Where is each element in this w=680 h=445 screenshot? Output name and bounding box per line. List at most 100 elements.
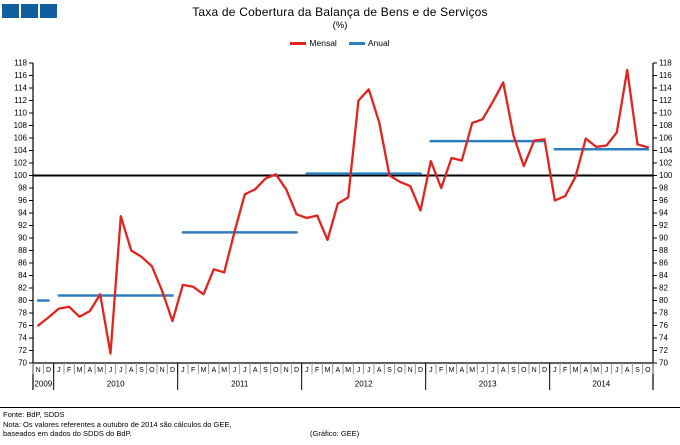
svg-text:A: A xyxy=(459,367,464,374)
svg-text:2013: 2013 xyxy=(479,380,497,389)
svg-text:98: 98 xyxy=(18,184,27,193)
svg-text:D: D xyxy=(294,367,299,374)
svg-text:114: 114 xyxy=(14,84,27,93)
svg-text:2012: 2012 xyxy=(355,380,373,389)
svg-text:D: D xyxy=(170,367,175,374)
svg-text:J: J xyxy=(605,367,609,374)
svg-text:A: A xyxy=(377,367,382,374)
svg-text:100: 100 xyxy=(14,171,28,180)
svg-text:M: M xyxy=(201,367,207,374)
svg-text:92: 92 xyxy=(18,221,27,230)
logo-square-icon xyxy=(40,4,57,18)
svg-text:104: 104 xyxy=(14,146,28,155)
chart-legend: Mensal Anual xyxy=(0,38,680,48)
svg-text:A: A xyxy=(129,367,134,374)
mensal-line-swatch-icon xyxy=(290,41,307,45)
svg-text:J: J xyxy=(553,367,557,374)
svg-text:70: 70 xyxy=(659,359,668,368)
svg-text:J: J xyxy=(367,367,371,374)
svg-text:104: 104 xyxy=(659,146,673,155)
note-line-2: baseados em dados do SDDS do BdP. xyxy=(3,429,132,438)
svg-text:92: 92 xyxy=(659,221,668,230)
svg-text:78: 78 xyxy=(659,309,668,318)
svg-text:M: M xyxy=(325,367,331,374)
svg-text:F: F xyxy=(315,367,319,374)
svg-text:2009: 2009 xyxy=(34,380,52,389)
svg-text:J: J xyxy=(119,367,123,374)
svg-text:74: 74 xyxy=(659,334,668,343)
svg-text:94: 94 xyxy=(18,209,27,218)
svg-text:J: J xyxy=(233,367,237,374)
svg-text:J: J xyxy=(305,367,309,374)
logo-squares xyxy=(2,4,57,18)
svg-text:76: 76 xyxy=(659,321,668,330)
legend-label-anual: Anual xyxy=(367,38,390,48)
svg-text:A: A xyxy=(335,367,340,374)
svg-text:2011: 2011 xyxy=(231,380,249,389)
svg-text:112: 112 xyxy=(14,96,27,105)
svg-text:N: N xyxy=(532,367,537,374)
svg-text:A: A xyxy=(625,367,630,374)
svg-text:90: 90 xyxy=(18,234,27,243)
svg-text:N: N xyxy=(284,367,289,374)
svg-text:O: O xyxy=(149,367,155,374)
svg-text:J: J xyxy=(615,367,619,374)
svg-text:116: 116 xyxy=(659,71,672,80)
chart-subtitle: (%) xyxy=(332,20,348,31)
svg-text:O: O xyxy=(273,367,279,374)
svg-text:116: 116 xyxy=(14,71,27,80)
source-text: Fonte: BdP, SDDS xyxy=(3,410,65,419)
svg-text:M: M xyxy=(77,367,83,374)
logo-square-icon xyxy=(21,4,38,18)
svg-text:94: 94 xyxy=(659,209,668,218)
svg-text:M: M xyxy=(449,367,455,374)
svg-text:J: J xyxy=(481,367,485,374)
svg-text:84: 84 xyxy=(18,271,27,280)
svg-text:D: D xyxy=(46,367,51,374)
svg-text:N: N xyxy=(36,367,41,374)
svg-text:88: 88 xyxy=(659,246,668,255)
svg-text:A: A xyxy=(501,367,506,374)
svg-text:86: 86 xyxy=(659,259,668,268)
svg-text:114: 114 xyxy=(659,84,672,93)
svg-text:M: M xyxy=(469,367,475,374)
svg-text:S: S xyxy=(635,367,640,374)
svg-text:F: F xyxy=(67,367,71,374)
svg-text:102: 102 xyxy=(659,159,673,168)
svg-text:96: 96 xyxy=(659,196,668,205)
chart-title: Taxa de Cobertura da Balança de Bens e d… xyxy=(192,5,488,19)
svg-text:82: 82 xyxy=(659,284,668,293)
svg-text:2014: 2014 xyxy=(592,380,610,389)
svg-text:F: F xyxy=(563,367,567,374)
svg-text:O: O xyxy=(521,367,527,374)
svg-text:F: F xyxy=(439,367,443,374)
svg-text:S: S xyxy=(387,367,392,374)
svg-text:98: 98 xyxy=(659,184,668,193)
credit-text: (Gráfico: GEE) xyxy=(310,429,360,438)
svg-text:S: S xyxy=(139,367,144,374)
svg-text:D: D xyxy=(418,367,423,374)
svg-text:110: 110 xyxy=(14,109,27,118)
svg-text:A: A xyxy=(253,367,258,374)
svg-text:O: O xyxy=(645,367,651,374)
svg-text:108: 108 xyxy=(659,121,673,130)
svg-text:96: 96 xyxy=(18,196,27,205)
svg-text:A: A xyxy=(211,367,216,374)
svg-text:J: J xyxy=(181,367,185,374)
svg-text:J: J xyxy=(357,367,361,374)
svg-text:J: J xyxy=(243,367,247,374)
svg-text:118: 118 xyxy=(659,59,672,68)
svg-text:80: 80 xyxy=(18,296,27,305)
svg-text:O: O xyxy=(397,367,403,374)
svg-text:70: 70 xyxy=(18,359,27,368)
svg-text:106: 106 xyxy=(659,134,673,143)
svg-text:M: M xyxy=(221,367,227,374)
monthly-series-line xyxy=(37,68,649,355)
svg-text:76: 76 xyxy=(18,321,27,330)
svg-text:112: 112 xyxy=(659,96,672,105)
svg-text:M: M xyxy=(97,367,103,374)
svg-text:M: M xyxy=(345,367,351,374)
svg-text:90: 90 xyxy=(659,234,668,243)
